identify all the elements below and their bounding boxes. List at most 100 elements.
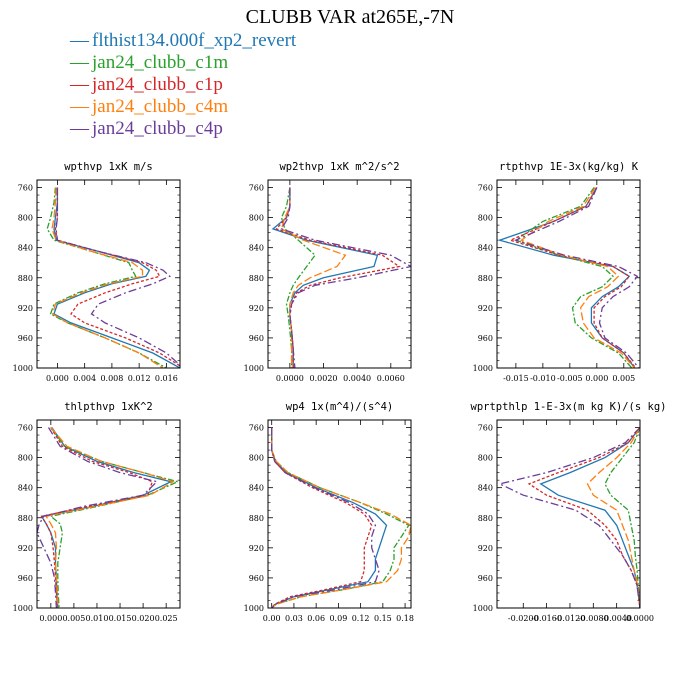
series-line-3 [527, 427, 640, 608]
y-tick-label: 880 [18, 274, 33, 283]
series-line-5 [514, 187, 640, 368]
x-tick-label: 0.18 [396, 614, 414, 623]
y-tick-label: 920 [478, 304, 493, 313]
y-tick-label: 760 [18, 424, 33, 433]
legend-dash: — [70, 74, 89, 95]
y-tick-label: 760 [478, 424, 493, 433]
y-tick-label: 960 [478, 334, 493, 343]
y-tick-label: 1000 [244, 364, 264, 373]
y-tick-label: 840 [249, 244, 264, 253]
y-tick-label: 1000 [244, 604, 264, 613]
y-tick-label: 960 [478, 574, 493, 583]
y-tick-label: 920 [18, 304, 33, 313]
series-line-1 [271, 427, 388, 608]
y-tick-label: 800 [478, 454, 493, 463]
series-line-2 [271, 427, 410, 608]
x-tick-label: 0.0020 [310, 374, 338, 383]
plot-frame [496, 179, 641, 369]
y-tick-label: 800 [18, 454, 33, 463]
legend-label: jan24_clubb_c4p [92, 118, 223, 139]
y-tick-label: 920 [478, 544, 493, 553]
series-line-4 [271, 427, 411, 608]
x-tick-label: -0.0120 [555, 614, 586, 623]
y-tick-label: 1000 [13, 364, 33, 373]
series-line-1 [539, 427, 640, 608]
x-tick-label: -0.0200 [508, 614, 539, 623]
y-tick-label: 1000 [13, 604, 33, 613]
panel-3: rtpthvp 1E-3x(kg/kg) K 760 800 840 880 920 960… [473, 161, 641, 383]
panel-2: wp2thvp 1xK m^2/s^2 760 800 840 880 920 960 100… [244, 161, 412, 383]
legend-dash: — [70, 96, 89, 117]
legend-label: jan24_clubb_c1p [92, 74, 223, 95]
y-tick-label: 840 [478, 244, 493, 253]
legend-dash: — [70, 30, 89, 51]
panel-title: wpthvp 1xK m/s [64, 161, 153, 173]
x-tick-label: 0.010 [86, 614, 109, 623]
series-line-4 [280, 187, 347, 368]
legend-item: — jan24_clubb_c1m [70, 52, 296, 74]
series-line-3 [40, 427, 154, 608]
x-tick-label: 0.005 [62, 614, 85, 623]
series-line-1 [53, 187, 180, 368]
chart-main-title: CLUBB VAR at265E,-7N [245, 6, 455, 28]
y-tick-label: 880 [18, 514, 33, 523]
x-tick-label: 0.005 [612, 374, 635, 383]
series-line-5 [271, 427, 380, 608]
panel-4: thlpthvp 1xK^2 760 800 840 880 920 960 1000 0.00… [13, 401, 181, 623]
x-tick-label: 0.00 [263, 614, 281, 623]
y-tick-label: 1000 [473, 364, 493, 373]
x-tick-label: 0.0040 [343, 374, 371, 383]
x-tick-label: 0.015 [109, 614, 132, 623]
y-tick-label: 920 [249, 544, 264, 553]
x-tick-label: 0.008 [100, 374, 123, 383]
y-tick-label: 920 [18, 544, 33, 553]
x-tick-label: 0.020 [132, 614, 155, 623]
x-tick-label: 0.000 [46, 374, 69, 383]
plot-frame [267, 179, 412, 369]
series-line-2 [46, 187, 167, 368]
legend-item: — jan24_clubb_c1p [70, 74, 296, 96]
y-tick-label: 880 [478, 514, 493, 523]
series-line-4 [519, 187, 636, 368]
y-tick-label: 960 [249, 334, 264, 343]
series-line-5 [37, 427, 159, 608]
panel-title: wp4 1x(m^4)/(s^4) [286, 401, 393, 413]
y-tick-label: 880 [249, 274, 264, 283]
panel-title: wp2thvp 1xK m^2/s^2 [279, 161, 399, 173]
x-tick-label: -0.005 [557, 374, 583, 383]
series-line-3 [271, 427, 373, 608]
y-tick-label: 760 [478, 184, 493, 193]
x-tick-label: 0.06 [307, 614, 325, 623]
panel-title: thlpthvp 1xK^2 [64, 401, 153, 413]
series-line-3 [508, 187, 637, 368]
panel-5: wp4 1x(m^4)/(s^4)76080084088092096010000… [244, 401, 414, 623]
x-tick-label: 0.15 [374, 614, 392, 623]
x-tick-label: -0.015 [503, 374, 529, 383]
series-line-5 [55, 187, 180, 366]
y-tick-label: 760 [18, 184, 33, 193]
legend-dash: — [70, 52, 89, 73]
series-line-1 [40, 427, 173, 608]
legend-label: jan24_clubb_c4m [92, 96, 229, 117]
panel-1: wpthvp 1xK m/s 760 800 840 880 920 960 1000 0.00… [13, 161, 181, 383]
legend-item: — jan24_clubb_c4m [70, 96, 296, 118]
y-tick-label: 800 [18, 214, 33, 223]
x-tick-label: -0.0040 [601, 614, 632, 623]
y-tick-label: 840 [18, 244, 33, 253]
series-line-2 [49, 427, 180, 608]
y-tick-label: 880 [478, 274, 493, 283]
x-tick-label: 0.012 [128, 374, 151, 383]
x-tick-label: -0.0160 [531, 614, 562, 623]
legend-label: jan24_clubb_c1m [92, 52, 229, 73]
x-tick-label: 0.0000 [626, 614, 654, 623]
y-tick-label: 760 [249, 184, 264, 193]
series-line-4 [586, 427, 640, 608]
series-line-4 [45, 427, 175, 608]
y-tick-label: 840 [249, 484, 264, 493]
x-tick-label: 0.12 [352, 614, 370, 623]
series-line-5 [280, 187, 411, 368]
x-tick-label: 0.000 [39, 614, 62, 623]
panel-title: wprtpthlp 1-E-3x(m kg K)/(s kg) [471, 401, 667, 413]
y-tick-label: 840 [18, 484, 33, 493]
